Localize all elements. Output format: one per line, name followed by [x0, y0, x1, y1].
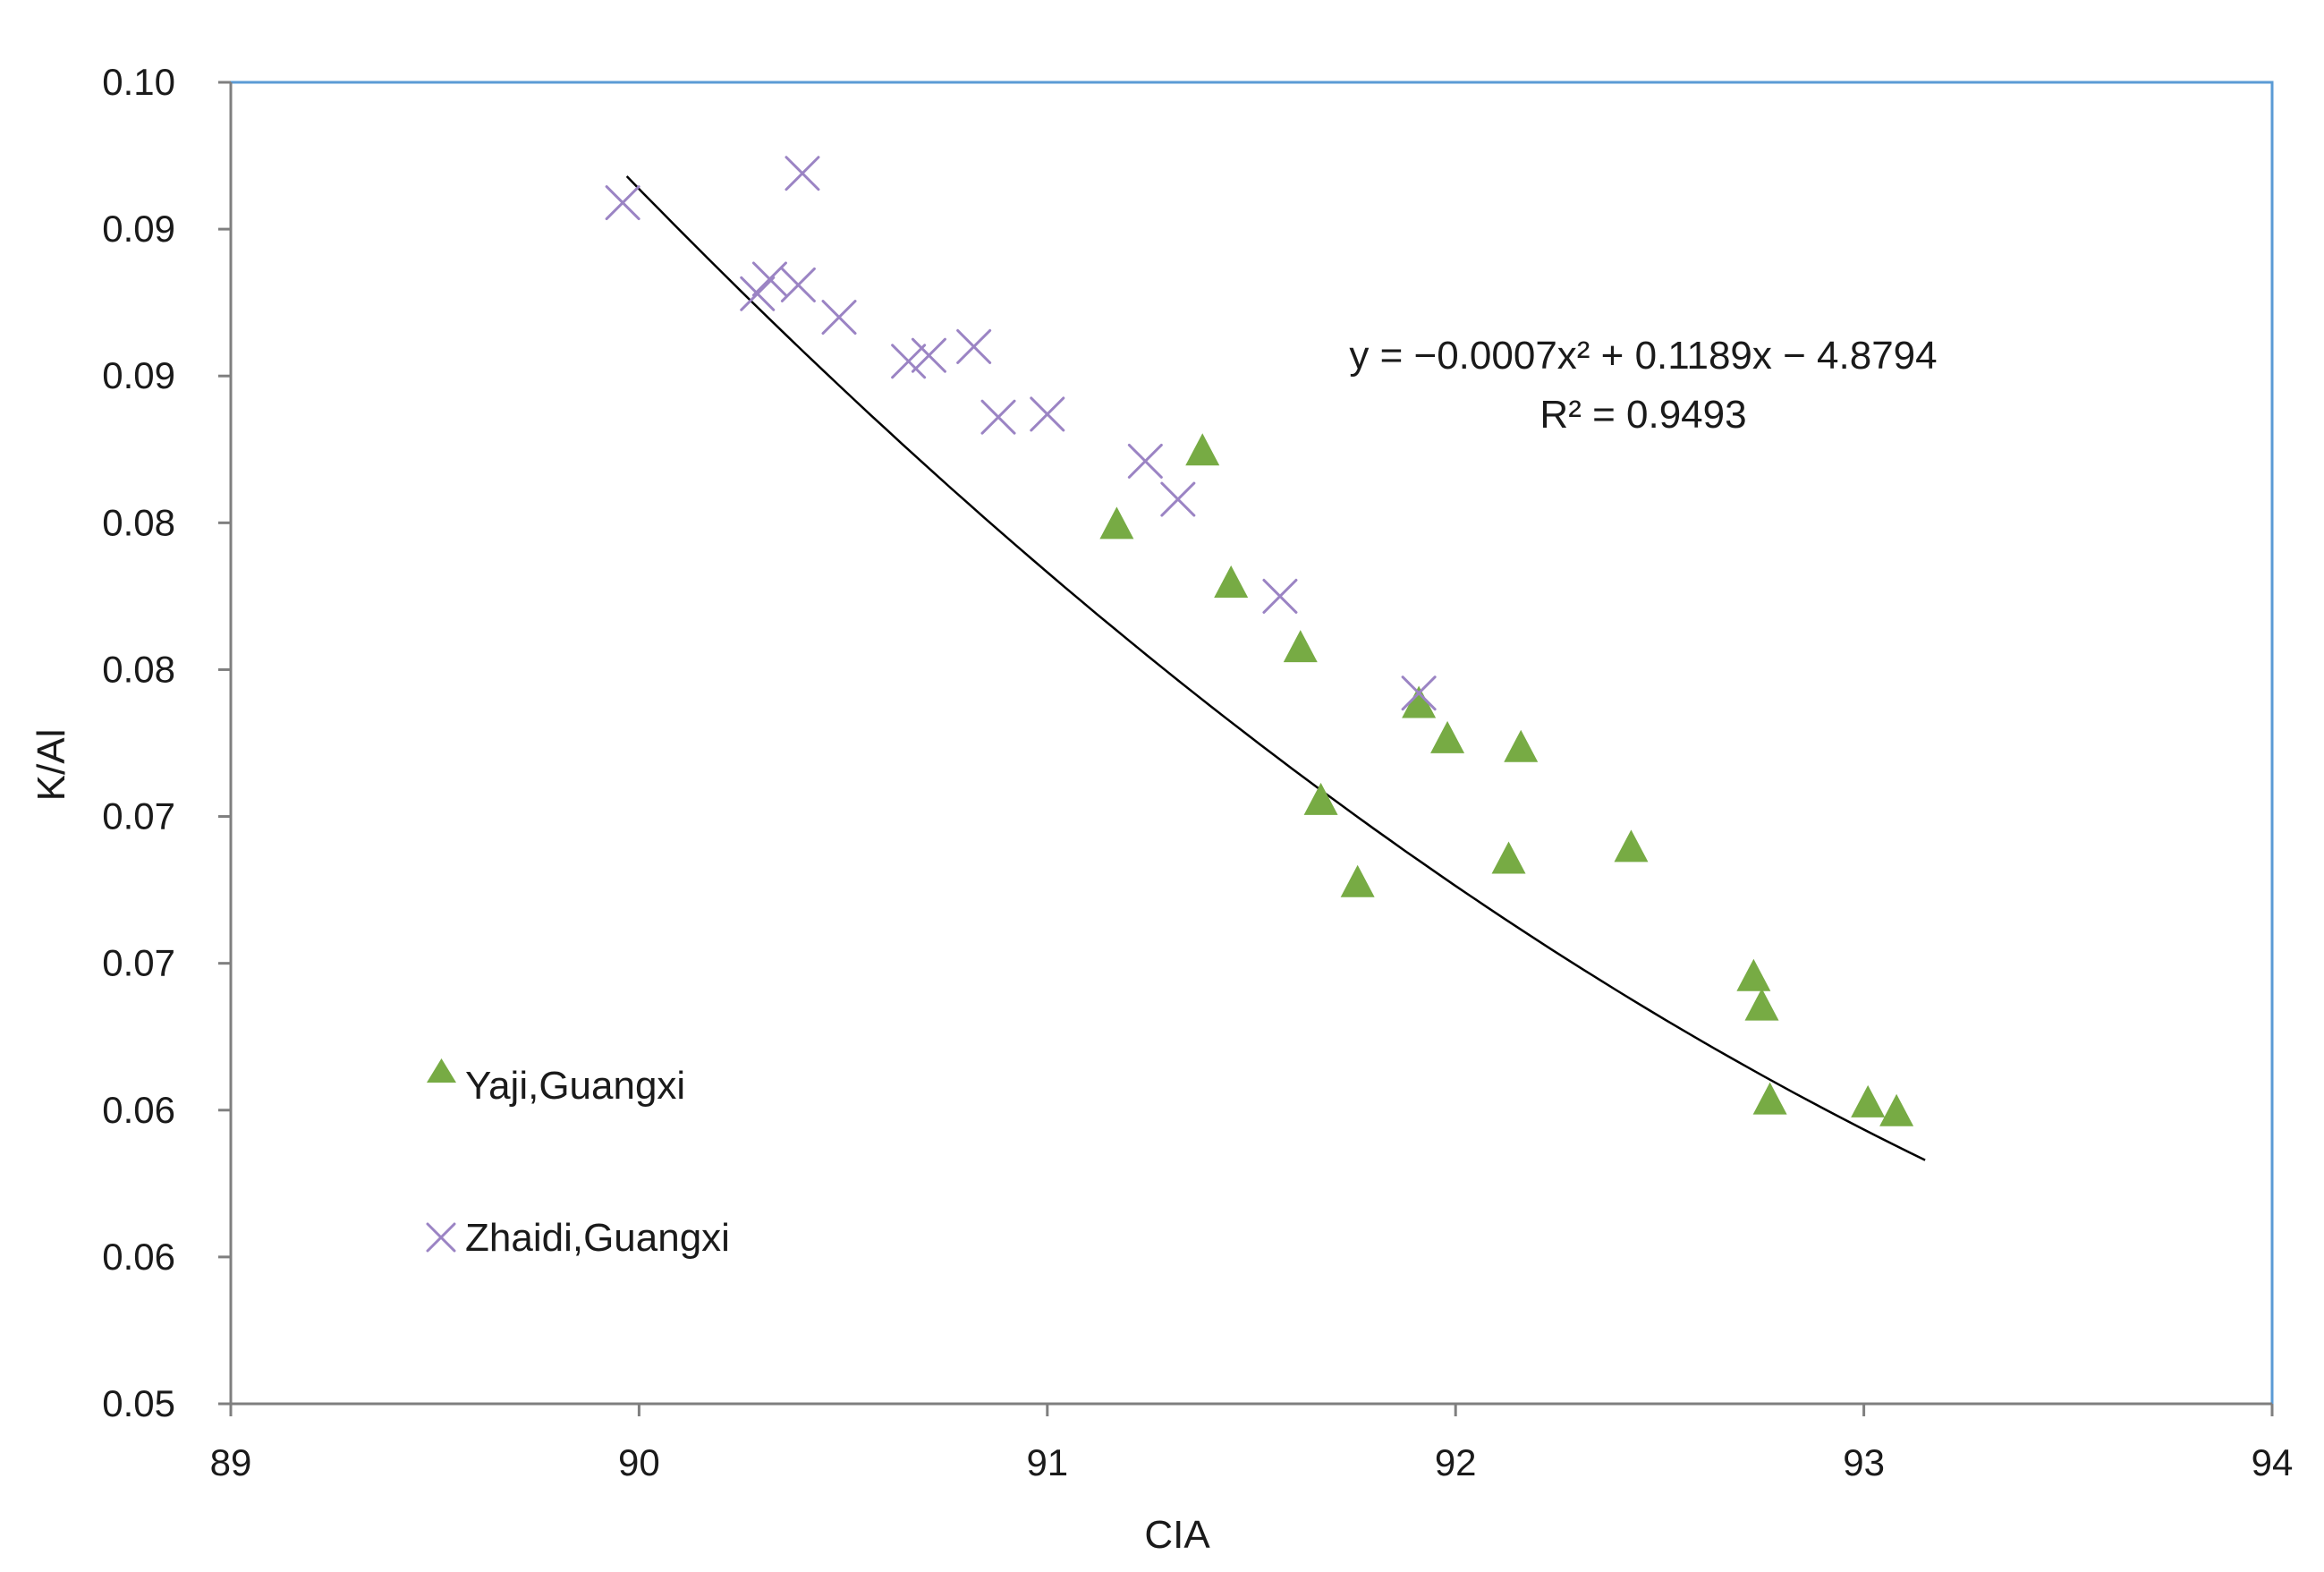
- yaji-point: [1099, 506, 1134, 540]
- zhaidi-point: [891, 344, 927, 379]
- trendline-curve: [625, 175, 1926, 1161]
- x-tick-label: 93: [1843, 1441, 1885, 1483]
- x-tick-label: 91: [1026, 1441, 1068, 1483]
- yaji-point: [1402, 685, 1437, 718]
- yaji-point: [1303, 782, 1338, 815]
- trendline-equation: y = −0.0007x² + 0.1189x − 4.8794: [1349, 334, 1937, 378]
- x-axis: 89 90 91 92 93 94: [210, 1402, 2294, 1483]
- zhaidi-point: [1127, 443, 1163, 479]
- y-axis: 0.05 0.06 0.06 0.07 0.07 0.08 0.08 0.09 0.09 0.10: [102, 61, 233, 1424]
- y-tick-label: 0.09: [102, 208, 175, 250]
- zhaidi-point: [780, 267, 816, 302]
- y-tick-label: 0.06: [102, 1089, 175, 1131]
- y-axis-title: K/Al: [30, 729, 73, 802]
- x-axis-title: CIA: [1144, 1513, 1210, 1557]
- zhaidi-point: [751, 261, 787, 297]
- yaji-point: [1283, 630, 1318, 663]
- yaji-point: [1736, 958, 1771, 991]
- legend-label-yaji: Yaji,Guangxi: [465, 1064, 685, 1108]
- x-tick-label: 90: [618, 1441, 660, 1483]
- y-tick-label: 0.08: [102, 501, 175, 543]
- legend-label-zhaidi: Zhaidi,Guangxi: [465, 1216, 730, 1260]
- yaji-point: [1851, 1084, 1886, 1117]
- legend-triangle-marker: [427, 1058, 456, 1083]
- y-tick-label: 0.10: [102, 61, 175, 103]
- legend: Yaji,Guangxi Zhaidi,Guangxi: [426, 1058, 730, 1260]
- yaji-point: [1491, 841, 1526, 874]
- yaji-point: [1614, 829, 1649, 862]
- yaji-point: [1185, 433, 1220, 466]
- plot-area: [229, 81, 2274, 1406]
- yaji-point: [1879, 1093, 1914, 1126]
- zhaidi-point: [1262, 578, 1298, 614]
- zhaidi-point: [911, 337, 946, 373]
- y-tick-label: 0.06: [102, 1236, 175, 1278]
- y-tick-label: 0.07: [102, 795, 175, 837]
- yaji-point: [1752, 1082, 1787, 1115]
- zhaidi-point: [980, 399, 1016, 435]
- data-points: [605, 156, 1914, 1126]
- x-tick-label: 92: [1435, 1441, 1477, 1483]
- yaji-point: [1340, 864, 1375, 897]
- y-tick-label: 0.07: [102, 942, 175, 984]
- x-tick-label: 94: [2252, 1441, 2294, 1483]
- y-tick-label: 0.09: [102, 354, 175, 396]
- zhaidi-point: [785, 156, 820, 191]
- yaji-point: [1744, 988, 1779, 1021]
- y-tick-label: 0.05: [102, 1382, 175, 1424]
- trendline-r2: R² = 0.9493: [1539, 393, 1746, 437]
- legend-cross-marker: [426, 1222, 456, 1253]
- zhaidi-point: [740, 276, 776, 311]
- yaji-point: [1214, 565, 1249, 598]
- trendline: [625, 175, 1926, 1161]
- zhaidi-point: [1401, 676, 1437, 711]
- yaji-point: [1504, 729, 1539, 762]
- zhaidi-point: [1030, 396, 1065, 432]
- y-tick-label: 0.08: [102, 648, 175, 690]
- yaji-point: [1430, 720, 1465, 753]
- zhaidi-point: [956, 328, 992, 364]
- zhaidi-point: [1160, 481, 1196, 517]
- zhaidi-point: [605, 185, 640, 221]
- zhaidi-point: [821, 300, 857, 336]
- x-tick-label: 89: [210, 1441, 252, 1483]
